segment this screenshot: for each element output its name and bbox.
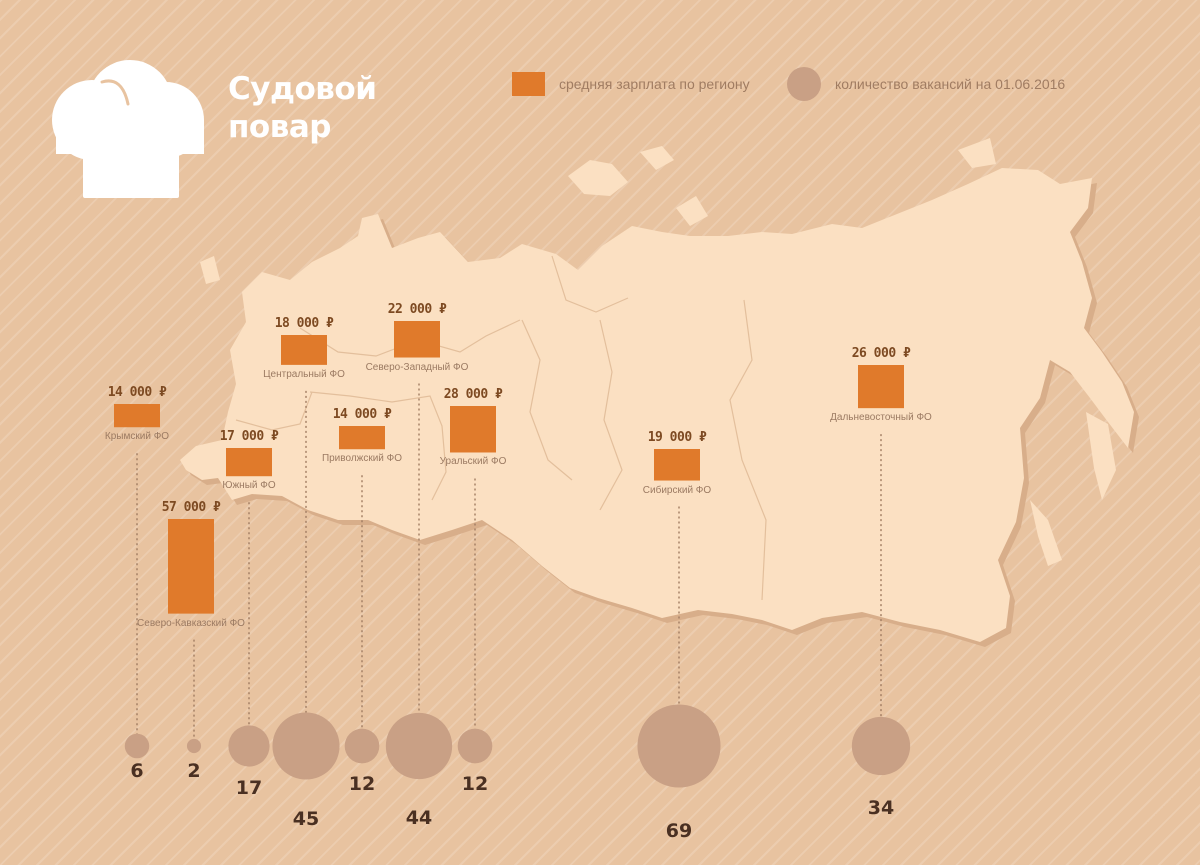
vacancy-count-label: 44 — [405, 807, 433, 830]
salary-bar — [450, 406, 496, 453]
salary-label: 19 000 ₽ — [647, 430, 707, 445]
vacancy-circle — [385, 712, 453, 780]
vacancy-count-label: 17 — [235, 776, 263, 799]
region-label: Южный ФО — [222, 480, 276, 492]
salary-label: 57 000 ₽ — [161, 500, 221, 515]
vacancy-count-label: 69 — [665, 819, 693, 842]
salary-label: 28 000 ₽ — [443, 387, 503, 402]
region-label: Центральный ФО — [263, 368, 345, 380]
salary-label: 17 000 ₽ — [219, 429, 279, 444]
region-label: Северо-Западный ФО — [365, 361, 469, 373]
vacancy-circle — [272, 712, 340, 780]
vacancy-count-label: 2 — [187, 760, 201, 782]
salary-label: 14 000 ₽ — [332, 407, 392, 422]
vacancy-circle — [124, 733, 150, 759]
legend-salary-label: средняя зарплата по региону — [559, 76, 750, 92]
salary-label: 14 000 ₽ — [107, 385, 167, 400]
legend-bar-swatch — [512, 72, 545, 96]
salary-bar — [339, 426, 385, 450]
salary-bar — [114, 404, 160, 428]
region-label: Дальневосточный ФО — [830, 412, 932, 424]
region-label: Сибирский ФО — [642, 484, 712, 496]
vacancy-count-label: 45 — [292, 807, 320, 830]
salary-bar — [168, 519, 214, 614]
page-title: Судовой повар — [228, 71, 377, 145]
region-label: Северо-Кавказский ФО — [137, 617, 245, 629]
vacancy-circle — [228, 725, 270, 767]
salary-bar — [226, 448, 272, 477]
vacancy-count-label: 12 — [348, 773, 376, 796]
vacancy-count-label: 34 — [867, 797, 895, 820]
salary-bar — [654, 449, 700, 481]
vacancy-circle — [186, 738, 202, 754]
salary-label: 26 000 ₽ — [851, 346, 911, 361]
region-label: Крымский ФО — [104, 431, 170, 443]
vacancy-count-label: 12 — [461, 773, 489, 796]
salary-label: 22 000 ₽ — [387, 302, 447, 317]
legend-salary: средняя зарплата по региону — [512, 72, 750, 96]
region-label: Приволжский ФО — [321, 453, 403, 465]
vacancy-count-label: 6 — [130, 760, 144, 782]
vacancy-circle — [851, 716, 911, 776]
salary-bar — [858, 365, 904, 409]
salary-bar — [394, 321, 440, 358]
chef-hat-icon — [52, 60, 204, 198]
salary-bar — [281, 335, 327, 365]
vacancy-circle — [344, 728, 380, 764]
vacancy-circle — [457, 728, 493, 764]
vacancy-circle — [637, 704, 721, 788]
region-label: Уральский ФО — [439, 456, 507, 468]
salary-label: 18 000 ₽ — [274, 316, 334, 331]
legend-vacancies-label: количество вакансий на 01.06.2016 — [835, 76, 1066, 92]
legend-circle-swatch — [787, 67, 821, 101]
legend-vacancies: количество вакансий на 01.06.2016 — [787, 67, 1065, 101]
